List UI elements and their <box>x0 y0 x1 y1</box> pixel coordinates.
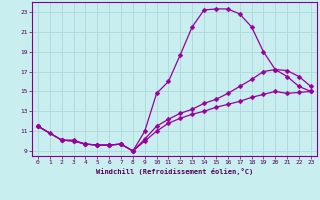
X-axis label: Windchill (Refroidissement éolien,°C): Windchill (Refroidissement éolien,°C) <box>96 168 253 175</box>
